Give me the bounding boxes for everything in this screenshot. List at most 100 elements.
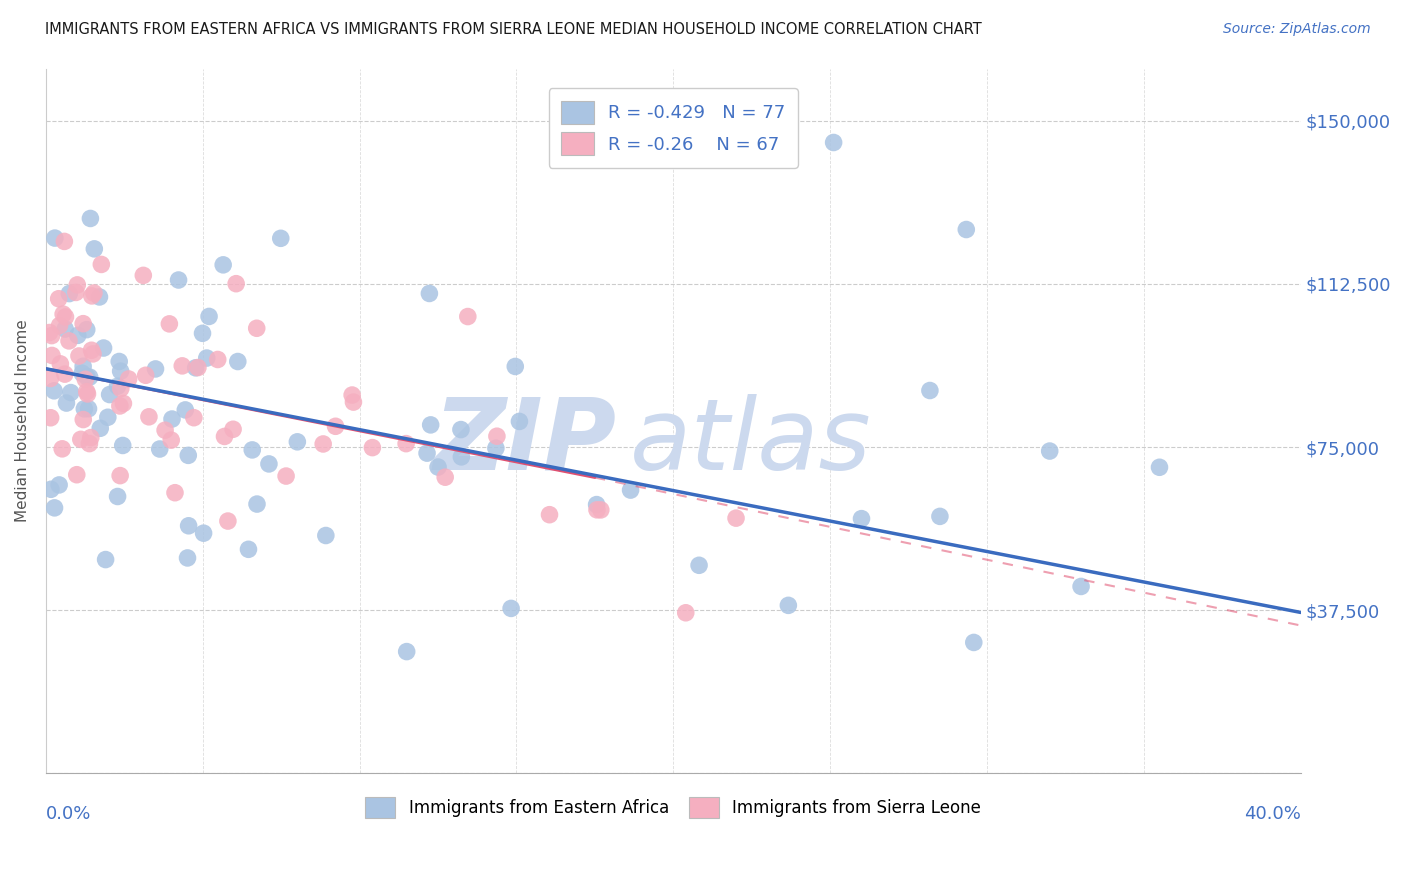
Point (434, 470, 457, 484)
Point (153, 423, 176, 437)
Point (214, 429, 236, 443)
Point (450, 450, 472, 464)
Point (108, 468, 131, 483)
Point (79, 370, 101, 384)
Point (53, 322, 76, 336)
Point (177, 448, 200, 462)
Point (222, 422, 245, 436)
Point (503, 359, 526, 374)
Point (108, 354, 131, 368)
Point (67, 349, 90, 363)
Point (53, 235, 76, 249)
Point (325, 419, 347, 434)
Point (80, 343, 103, 358)
Point (929, 509, 952, 524)
Point (586, 503, 609, 517)
Point (157, 317, 180, 331)
Point (97, 410, 120, 425)
Point (485, 429, 508, 443)
Point (217, 514, 239, 528)
Text: IMMIGRANTS FROM EASTERN AFRICA VS IMMIGRANTS FROM SIERRA LEONE MEDIAN HOUSEHOLD : IMMIGRANTS FROM EASTERN AFRICA VS IMMIGR… (45, 22, 981, 37)
Point (38, 326, 60, 340)
Text: Source: ZipAtlas.com: Source: ZipAtlas.com (1223, 22, 1371, 37)
Point (457, 310, 479, 324)
Point (93, 341, 115, 355)
Point (193, 526, 215, 541)
Point (257, 457, 280, 471)
Point (76, 323, 98, 337)
Point (72, 317, 94, 331)
Point (274, 469, 297, 483)
Point (176, 550, 198, 565)
Point (226, 354, 249, 368)
Text: atlas: atlas (630, 393, 872, 491)
Point (76, 384, 98, 399)
Point (160, 412, 183, 426)
Point (963, 635, 986, 649)
Point (83, 242, 105, 256)
Point (76, 369, 98, 384)
Point (485, 441, 508, 455)
Point (270, 231, 292, 245)
Point (145, 362, 167, 376)
Point (58, 286, 80, 301)
Point (110, 382, 132, 396)
Point (39, 483, 62, 497)
Point (66, 328, 89, 343)
Point (80, 289, 103, 303)
Point (55, 396, 77, 410)
Point (89, 290, 111, 304)
Point (48, 478, 70, 492)
Point (851, 511, 873, 525)
Point (688, 558, 710, 573)
Point (416, 446, 439, 460)
Point (285, 434, 308, 449)
Point (44, 500, 66, 515)
Point (724, 511, 747, 525)
Point (59, 385, 82, 400)
Point (83, 286, 105, 301)
Point (72, 412, 94, 426)
Point (246, 497, 269, 511)
Point (238, 542, 260, 557)
Point (195, 351, 218, 365)
Point (58, 334, 80, 348)
Point (65, 285, 87, 300)
Point (167, 273, 190, 287)
Point (111, 438, 134, 452)
Point (172, 359, 194, 373)
Point (340, 388, 363, 402)
Point (66, 277, 89, 292)
Point (225, 277, 247, 291)
Point (75, 372, 97, 386)
Point (42, 384, 65, 398)
Text: ZIP: ZIP (434, 393, 617, 491)
Point (49, 357, 72, 371)
Point (1149, 460, 1171, 475)
Point (98, 387, 121, 401)
Y-axis label: Median Household Income: Median Household Income (15, 319, 30, 523)
Point (198, 310, 221, 324)
Point (1070, 579, 1092, 593)
Point (94, 552, 117, 566)
Point (135, 368, 157, 383)
Point (589, 503, 612, 517)
Point (55, 310, 77, 324)
Point (76, 387, 98, 401)
Point (312, 437, 335, 451)
Point (395, 644, 418, 658)
Text: 40.0%: 40.0% (1244, 805, 1301, 823)
Point (187, 360, 209, 375)
Point (177, 518, 200, 533)
Point (69, 433, 91, 447)
Point (918, 384, 941, 398)
Point (207, 352, 229, 367)
Point (538, 508, 561, 522)
Point (240, 442, 263, 457)
Point (342, 395, 364, 409)
Point (39, 410, 62, 425)
Point (108, 399, 131, 413)
Point (1039, 444, 1062, 458)
Point (315, 528, 337, 542)
Point (41, 348, 63, 362)
